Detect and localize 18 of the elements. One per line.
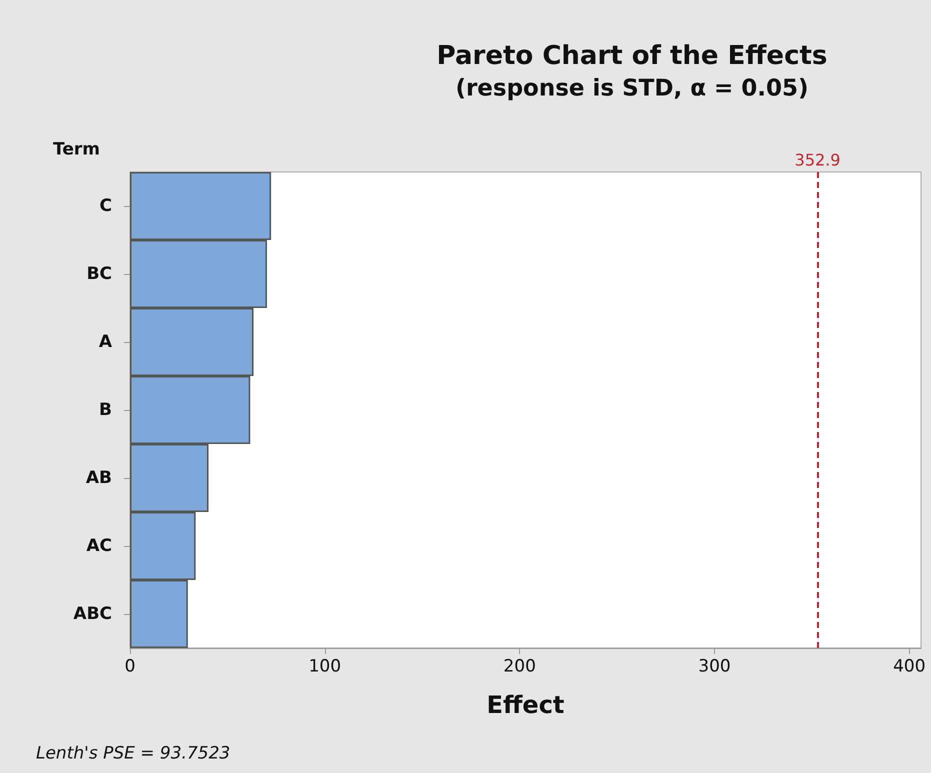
ref-line-label: 352.9 (794, 150, 840, 170)
x-tick-label: 300 (698, 656, 731, 676)
y-tick-label: ABC (73, 604, 112, 624)
x-tick-label: 400 (893, 656, 926, 676)
x-axis-title: Effect (486, 691, 564, 719)
y-tick-label: B (99, 400, 112, 420)
x-tick-label: 200 (503, 656, 536, 676)
x-tick-label: 100 (308, 656, 342, 676)
y-axis-title: Term (53, 140, 100, 160)
y-tick-label: BC (86, 264, 112, 284)
x-tick-label: 0 (124, 656, 136, 676)
text: Lenth's PSE = 93.7523 (36, 744, 230, 764)
y-tick-label: AC (86, 536, 112, 556)
y-tick-label: A (98, 332, 113, 352)
chart-subtitle: (response is STD, α = 0.05) (455, 76, 809, 102)
y-tick-label: C (100, 196, 112, 216)
chart-title: Pareto Chart of the Effects (436, 41, 828, 71)
y-tick-label: AB (86, 468, 112, 488)
